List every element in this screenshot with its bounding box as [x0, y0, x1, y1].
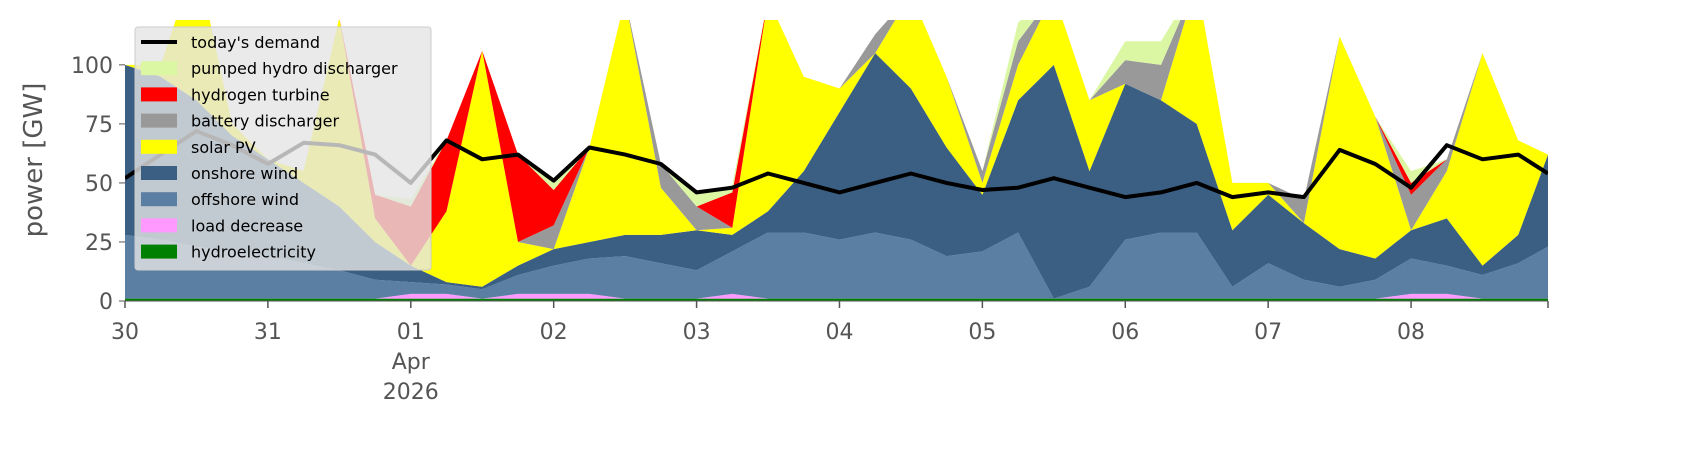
legend-swatch — [141, 61, 177, 76]
legend-swatch — [141, 192, 177, 207]
y-tick-label: 75 — [85, 113, 113, 138]
legend-label: onshore wind — [191, 164, 298, 183]
y-tick-label: 50 — [85, 172, 113, 197]
x-tick-label: 30 — [111, 320, 139, 345]
legend-swatch — [141, 113, 177, 128]
stacked-area — [125, 20, 1548, 287]
legend-label: load decrease — [191, 216, 303, 235]
legend-label: hydroelectricity — [191, 243, 316, 262]
stacked-area — [125, 293, 1548, 299]
x-tick-label: 08 — [1397, 320, 1425, 345]
legend-label: solar PV — [191, 138, 256, 157]
y-tick-label: 25 — [85, 231, 113, 256]
legend-swatch — [141, 139, 177, 154]
y-tick-label: 100 — [71, 54, 113, 79]
x-tick-label: 05 — [968, 320, 996, 345]
x-tick-label: 07 — [1254, 320, 1282, 345]
legend-label: pumped hydro discharger — [191, 59, 398, 78]
x-tick-label: 02 — [540, 320, 568, 345]
legend-label: offshore wind — [191, 190, 299, 209]
legend-swatch — [141, 87, 177, 102]
x-tick-label: 03 — [683, 320, 711, 345]
legend-label: battery discharger — [191, 112, 339, 131]
stacked-area — [125, 232, 1548, 299]
legend-swatch — [141, 166, 177, 180]
x-tick-label: 06 — [1111, 320, 1139, 345]
legend-swatch — [141, 218, 177, 233]
y-axis-label: power [GW] — [19, 83, 49, 238]
plot-area — [125, 20, 1548, 301]
legend-label: today's demand — [191, 33, 320, 52]
x-tick-label: 04 — [825, 320, 853, 345]
stacked-area — [125, 298, 1548, 301]
x-tick-label: 01 Apr 2026 — [383, 320, 439, 405]
legend-label: hydrogen turbine — [191, 85, 330, 104]
y-tick-label: 0 — [99, 290, 113, 315]
stacked-area — [125, 53, 1548, 299]
legend-swatch — [141, 244, 177, 259]
legend-box — [134, 26, 432, 271]
x-tick-label: 31 — [254, 320, 282, 345]
